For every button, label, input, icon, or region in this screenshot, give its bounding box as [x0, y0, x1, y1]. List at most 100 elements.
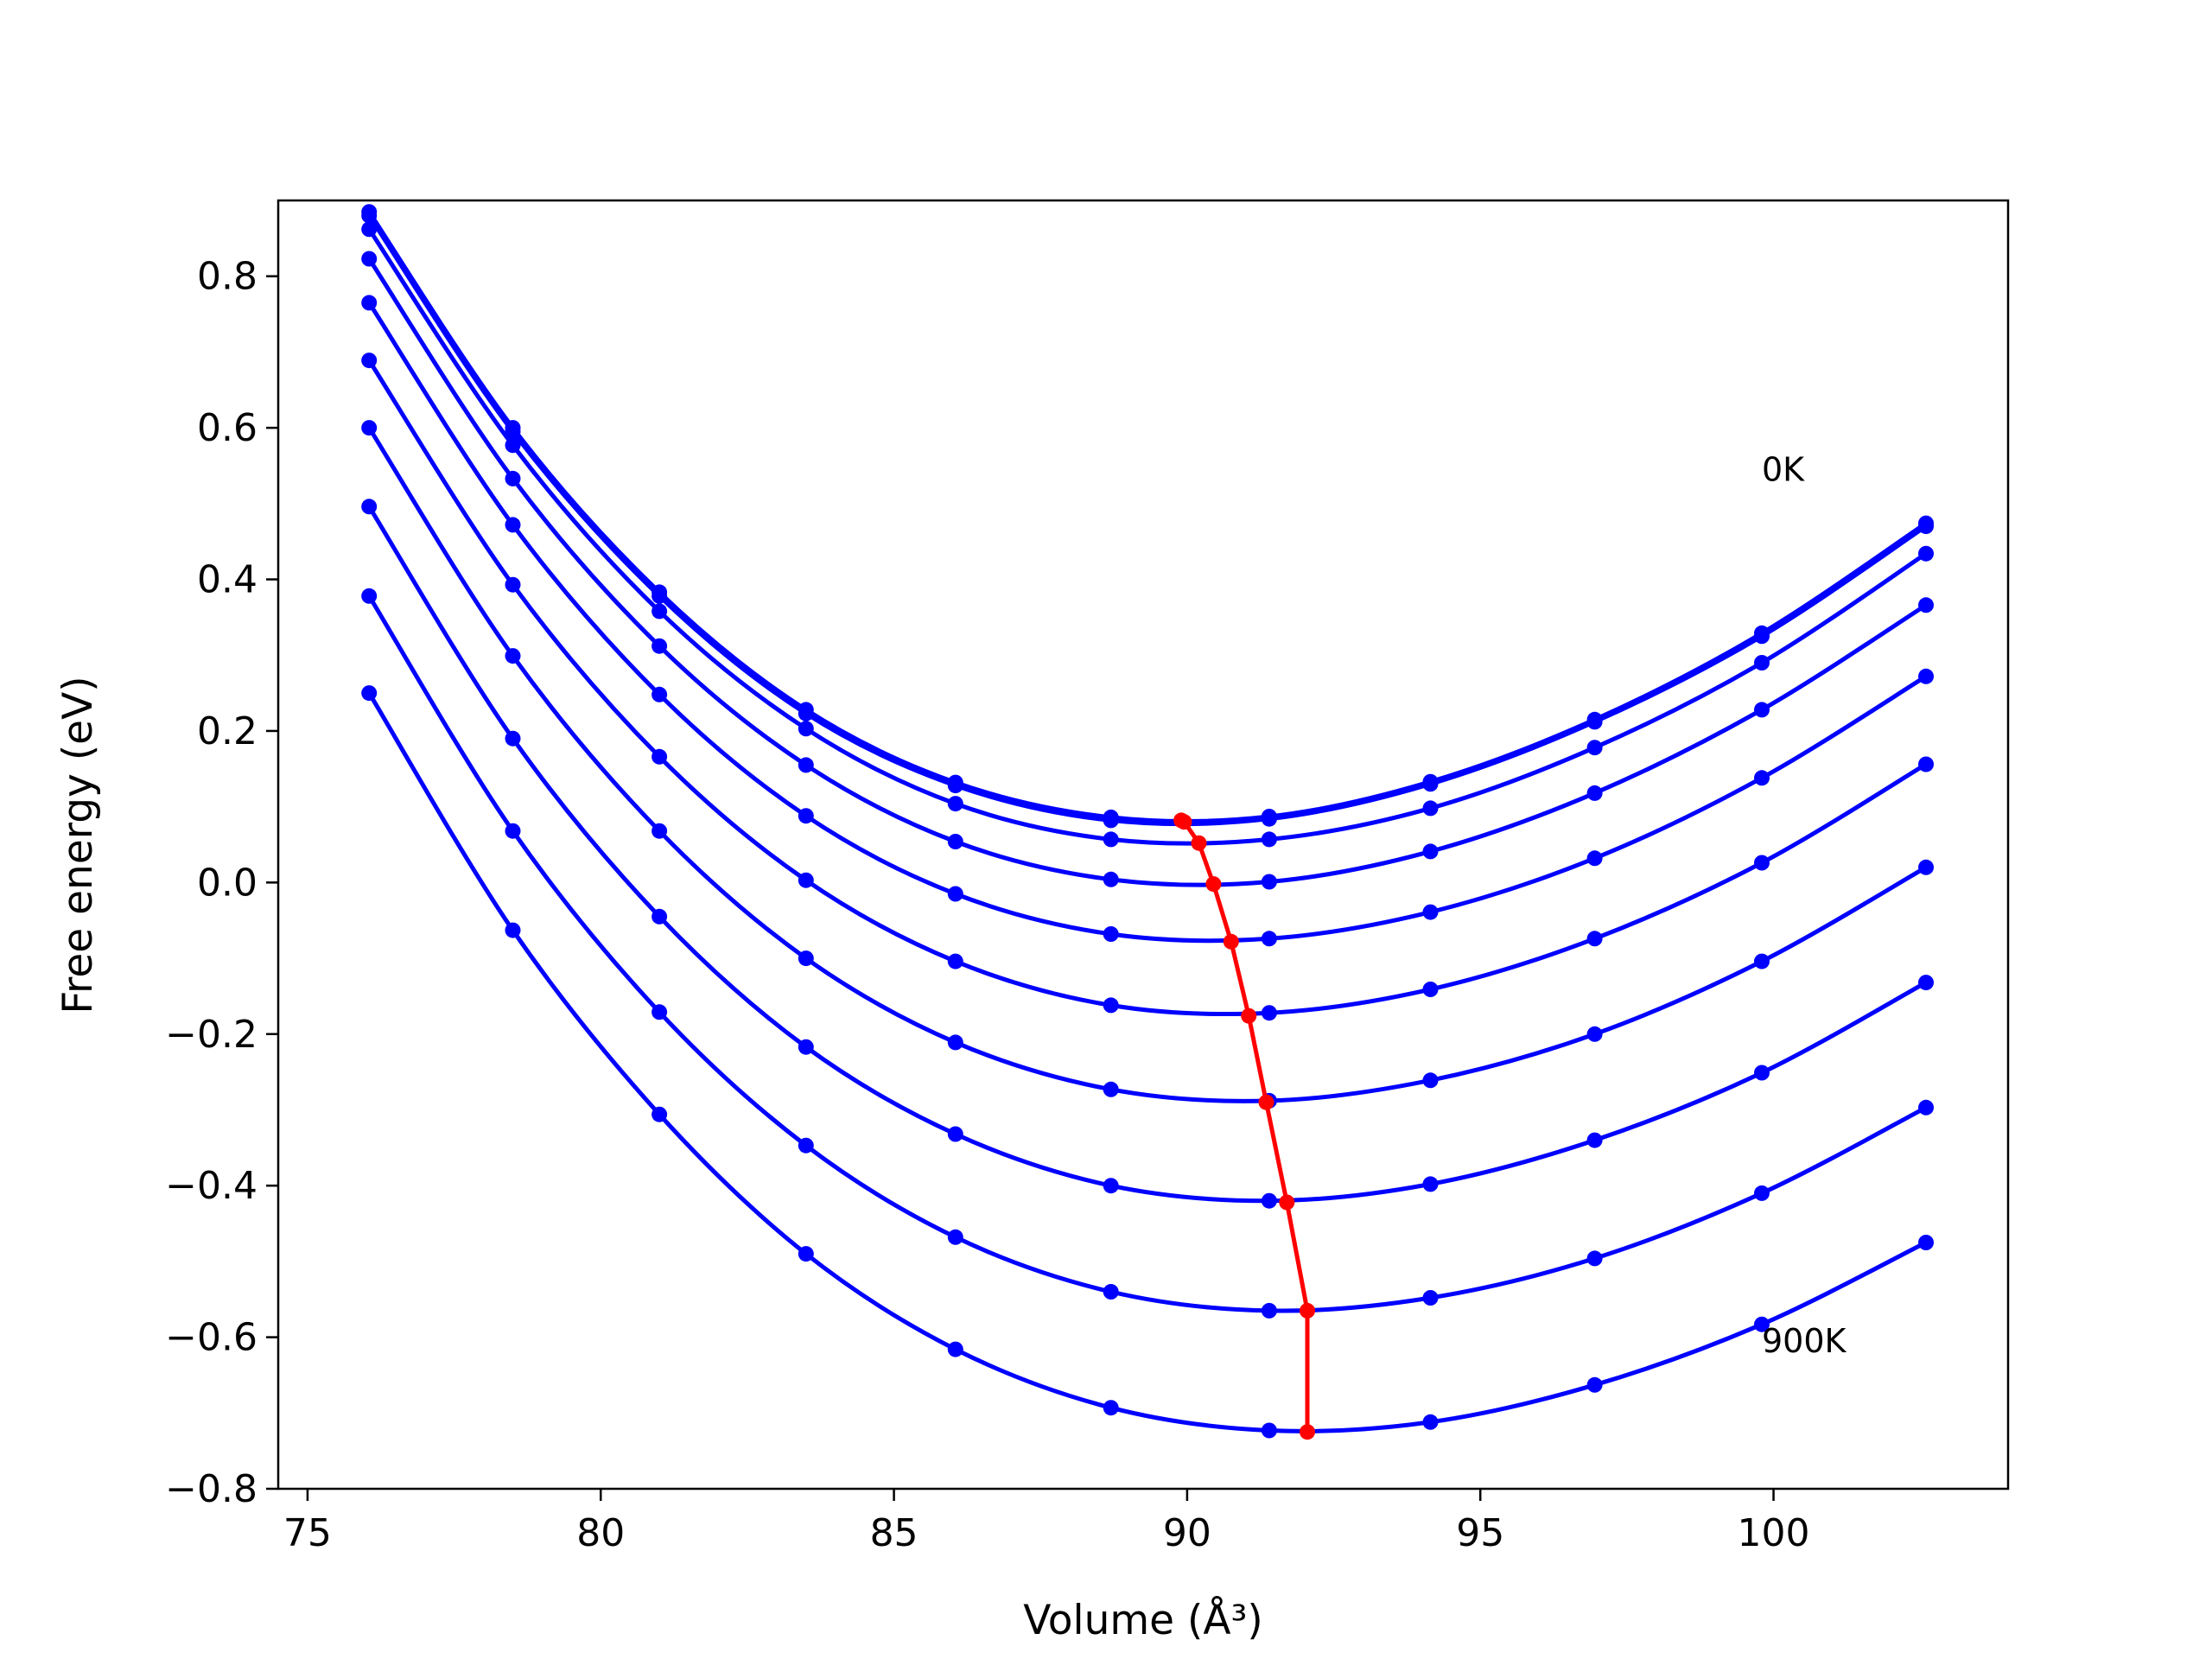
series-5-point-2: [652, 748, 668, 765]
series-3-point-2: [652, 638, 668, 654]
series-2-point-9: [1754, 655, 1770, 671]
series-2-point-3: [798, 721, 814, 737]
series-6-point-1: [505, 648, 521, 664]
series-2-point-2: [652, 603, 668, 620]
series-9-point-9: [1754, 1316, 1770, 1332]
y-tick-label-6: 0.4: [197, 558, 257, 602]
y-tick-label-7: 0.6: [197, 406, 257, 450]
series-7-point-2: [652, 908, 668, 925]
curve-annotations: 0K 900K: [1762, 451, 1847, 1361]
x-tick-label-0: 75: [283, 1511, 332, 1555]
series-5-point-3: [798, 872, 814, 888]
series-8-point-1: [505, 823, 521, 839]
series-1-point-6: [1261, 810, 1277, 827]
x-axis: 75 80 85 90 95 100: [283, 1489, 1810, 1555]
series-5-point-7: [1422, 982, 1439, 997]
series-2-point-10: [1918, 545, 1934, 562]
minima-point-7: [1279, 1194, 1295, 1211]
plot-area: [361, 204, 1934, 1440]
x-tick-label-4: 95: [1456, 1511, 1504, 1555]
y-tick-label-1: −0.6: [165, 1316, 257, 1360]
minima-point-4: [1223, 933, 1239, 950]
series-4-point-1: [505, 517, 521, 533]
series-4-point-6: [1261, 931, 1277, 947]
series-1-point-0: [361, 207, 378, 224]
series-3-point-0: [361, 251, 378, 267]
x-tick-label-1: 80: [576, 1511, 625, 1555]
x-tick-label-5: 100: [1738, 1511, 1810, 1555]
series-5-point-6: [1261, 1005, 1277, 1021]
plot-frame: [276, 199, 2010, 1491]
series-5-point-1: [505, 576, 521, 593]
series-6-point-0: [361, 420, 378, 436]
series-9-point-2: [652, 1106, 668, 1122]
series-9-point-0: [361, 685, 378, 702]
series-1-point-2: [652, 588, 668, 604]
series-8-point-4: [947, 1229, 963, 1245]
series-6-point-7: [1422, 1072, 1439, 1089]
series-3-point-9: [1754, 702, 1770, 718]
series-5-point-0: [361, 353, 378, 369]
series-line-8: [367, 594, 1928, 1313]
x-axis-title: Volume (Å³): [1023, 1597, 1262, 1644]
series-7-point-7: [1422, 1176, 1439, 1192]
series-8-point-5: [1103, 1284, 1119, 1300]
y-axis: −0.8 −0.6 −0.4 −0.2 0.0 0.2 0.4 0.6 0.8: [165, 255, 278, 1511]
series-9-point-10: [1918, 1235, 1934, 1250]
series-7-point-8: [1586, 1132, 1603, 1148]
y-tick-label-8: 0.8: [197, 255, 257, 299]
series-8-point-9: [1754, 1185, 1770, 1201]
y-tick-label-3: −0.2: [165, 1013, 257, 1057]
series-1-point-5: [1103, 812, 1119, 829]
series-7-point-0: [361, 499, 378, 515]
series-7-point-10: [1918, 975, 1934, 991]
y-tick-label-5: 0.2: [197, 709, 257, 753]
series-5-point-10: [1918, 756, 1934, 772]
series-2-point-0: [361, 221, 378, 238]
series-1-point-9: [1754, 628, 1770, 645]
series-2-point-6: [1261, 831, 1277, 848]
series-3-point-1: [505, 470, 521, 486]
minima-point-3: [1205, 876, 1222, 893]
series-3-point-4: [947, 834, 963, 849]
minima-line: [1179, 818, 1310, 1433]
series-line-5: [367, 359, 1928, 1017]
minima-point-8: [1300, 1302, 1315, 1319]
series-6-point-2: [652, 823, 668, 839]
x-tick-label-3: 90: [1163, 1511, 1211, 1555]
series-6-point-9: [1754, 953, 1770, 969]
series-8-point-7: [1422, 1290, 1439, 1306]
series-1-point-8: [1586, 714, 1603, 730]
minima-point-6: [1258, 1094, 1274, 1110]
y-tick-label-4: 0.0: [197, 861, 257, 905]
series-9-point-4: [947, 1341, 963, 1357]
series-6-point-10: [1918, 859, 1934, 875]
series-9-point-5: [1103, 1400, 1119, 1416]
series-8-point-3: [798, 1137, 814, 1154]
series-5-point-5: [1103, 997, 1119, 1014]
series-5-point-8: [1586, 931, 1603, 947]
series-9-point-7: [1422, 1414, 1439, 1430]
y-tick-label-2: −0.4: [165, 1164, 257, 1208]
series-line-2: [367, 227, 1928, 846]
series-6-point-8: [1586, 1026, 1603, 1042]
series-1-point-3: [798, 705, 814, 721]
minima-point-9: [1300, 1424, 1315, 1440]
series-5-point-4: [947, 953, 963, 969]
series-line-3: [367, 257, 1928, 887]
series-8-point-10: [1918, 1099, 1934, 1116]
series-8-point-2: [652, 1004, 668, 1020]
series-5-point-9: [1754, 855, 1770, 871]
y-tick-label-0: −0.8: [165, 1467, 257, 1511]
series-2-point-5: [1103, 831, 1119, 848]
series-3-point-10: [1918, 597, 1934, 613]
series-line-6: [367, 426, 1928, 1103]
series-2-point-1: [505, 437, 521, 454]
series-9-point-3: [798, 1246, 814, 1262]
series-8-point-0: [361, 588, 378, 604]
series-7-point-5: [1103, 1178, 1119, 1194]
series-9-point-1: [505, 922, 521, 938]
series-7-point-6: [1261, 1192, 1277, 1209]
